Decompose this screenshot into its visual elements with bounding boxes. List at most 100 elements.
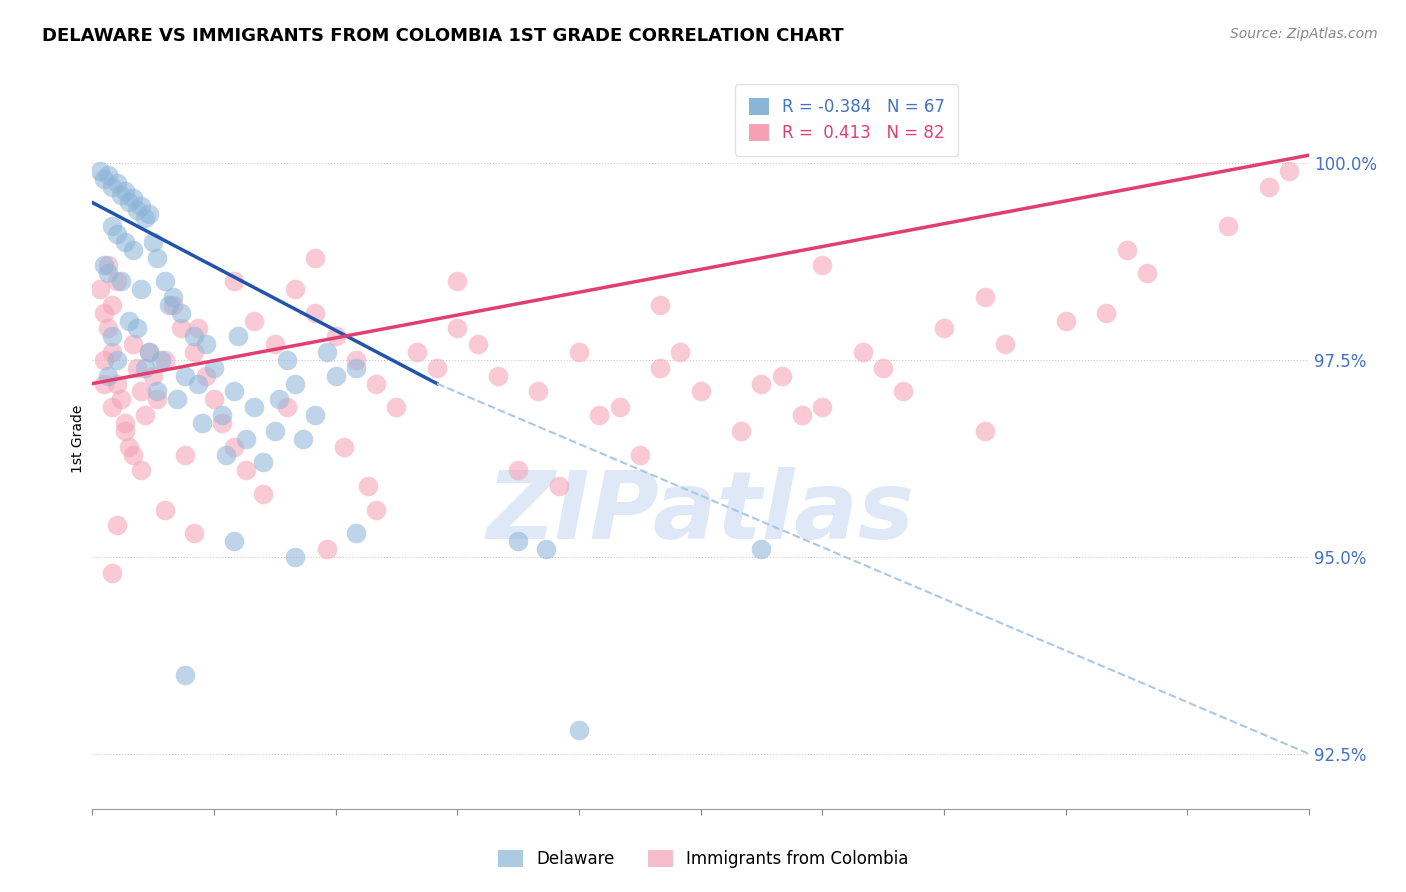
Point xyxy=(872,360,894,375)
Point xyxy=(263,337,285,351)
Y-axis label: 1st Grade: 1st Grade xyxy=(72,405,86,473)
Point xyxy=(101,219,124,233)
Point xyxy=(263,424,285,438)
Point xyxy=(276,401,298,415)
Point xyxy=(105,176,128,190)
Point xyxy=(224,274,246,288)
Point xyxy=(224,534,246,549)
Point xyxy=(121,243,143,257)
Point xyxy=(1136,266,1159,280)
Point xyxy=(134,360,156,375)
Point xyxy=(1216,219,1239,233)
Point xyxy=(121,192,143,206)
Point xyxy=(138,207,160,221)
Point xyxy=(157,298,180,312)
Point xyxy=(344,526,367,541)
Point xyxy=(174,368,197,383)
Point xyxy=(118,195,141,210)
Point xyxy=(190,416,212,430)
Point xyxy=(973,424,995,438)
Point xyxy=(366,376,388,391)
Point xyxy=(243,401,266,415)
Point xyxy=(446,321,468,335)
Point xyxy=(110,274,132,288)
Point xyxy=(252,487,274,501)
Point xyxy=(105,376,128,391)
Point xyxy=(142,235,165,249)
Point xyxy=(811,401,834,415)
Point xyxy=(138,345,160,359)
Point xyxy=(105,353,128,368)
Point xyxy=(770,368,793,383)
Point xyxy=(751,542,773,557)
Text: DELAWARE VS IMMIGRANTS FROM COLOMBIA 1ST GRADE CORRELATION CHART: DELAWARE VS IMMIGRANTS FROM COLOMBIA 1ST… xyxy=(42,27,844,45)
Point xyxy=(852,345,875,359)
Point xyxy=(162,290,184,304)
Point xyxy=(486,368,509,383)
Point xyxy=(211,416,233,430)
Point xyxy=(609,401,631,415)
Point xyxy=(101,401,124,415)
Point xyxy=(110,187,132,202)
Point xyxy=(325,329,347,343)
Point xyxy=(325,368,347,383)
Point xyxy=(101,179,124,194)
Text: ZIPatlas: ZIPatlas xyxy=(486,467,915,558)
Point xyxy=(153,502,176,516)
Point xyxy=(97,259,120,273)
Point xyxy=(105,274,128,288)
Point xyxy=(146,251,169,265)
Point xyxy=(150,353,173,368)
Point xyxy=(114,184,136,198)
Point xyxy=(730,424,752,438)
Point xyxy=(187,376,209,391)
Point xyxy=(129,384,152,399)
Point xyxy=(226,329,249,343)
Point xyxy=(194,368,217,383)
Point xyxy=(506,463,529,477)
Point xyxy=(215,448,238,462)
Point xyxy=(316,542,339,557)
Point xyxy=(973,290,995,304)
Point xyxy=(284,376,307,391)
Point xyxy=(93,376,115,391)
Point xyxy=(129,463,152,477)
Point xyxy=(1278,164,1301,178)
Point xyxy=(304,251,326,265)
Point xyxy=(125,203,148,218)
Point xyxy=(344,360,367,375)
Point xyxy=(166,392,188,407)
Point xyxy=(669,345,692,359)
Point xyxy=(97,368,120,383)
Point xyxy=(284,282,307,296)
Point xyxy=(1095,306,1118,320)
Point xyxy=(134,408,156,422)
Point xyxy=(183,329,205,343)
Point xyxy=(344,353,367,368)
Point xyxy=(153,353,176,368)
Point xyxy=(101,345,124,359)
Point xyxy=(202,360,225,375)
Point xyxy=(105,518,128,533)
Point xyxy=(134,211,156,226)
Point xyxy=(994,337,1017,351)
Point xyxy=(89,164,111,178)
Point xyxy=(153,274,176,288)
Point xyxy=(292,432,315,446)
Point xyxy=(170,321,193,335)
Point xyxy=(93,171,115,186)
Point xyxy=(146,392,169,407)
Point xyxy=(129,282,152,296)
Point xyxy=(568,345,591,359)
Point xyxy=(125,360,148,375)
Legend: Delaware, Immigrants from Colombia: Delaware, Immigrants from Colombia xyxy=(491,843,915,875)
Point xyxy=(426,360,449,375)
Point xyxy=(1054,313,1077,327)
Point xyxy=(97,321,120,335)
Point xyxy=(101,298,124,312)
Point xyxy=(224,440,246,454)
Point xyxy=(316,345,339,359)
Point xyxy=(183,345,205,359)
Point xyxy=(129,199,152,213)
Point xyxy=(93,353,115,368)
